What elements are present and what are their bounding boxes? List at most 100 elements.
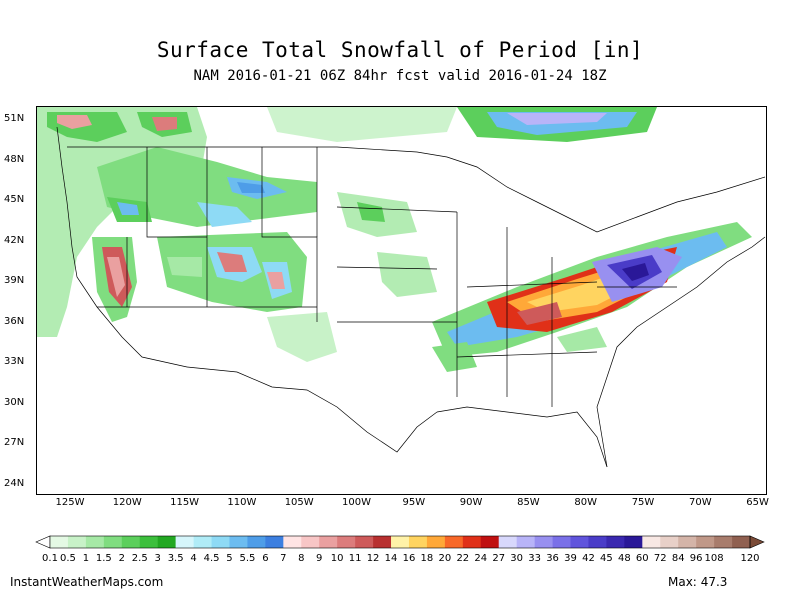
legend-swatch <box>732 536 751 548</box>
legend-swatch <box>139 536 158 548</box>
legend-swatch <box>319 536 338 548</box>
legend-label: 72 <box>653 553 667 564</box>
legend-swatch <box>660 536 679 548</box>
legend-swatch <box>265 536 284 548</box>
lon-tick-label: 115W <box>170 497 200 508</box>
lat-tick-label: 48N <box>4 153 25 165</box>
legend-label: 22 <box>456 553 470 564</box>
lon-tick-label: 65W <box>746 497 769 508</box>
legend-label: 27 <box>492 553 506 564</box>
legend-swatch <box>642 536 661 548</box>
legend-label: 6 <box>262 553 269 564</box>
legend-swatch <box>534 536 553 548</box>
lat-tick-label: 42N <box>4 234 25 246</box>
lat-tick-label: 39N <box>4 275 25 286</box>
legend-label: 42 <box>582 553 595 564</box>
max-label: Max: <box>668 575 697 589</box>
legend-swatch <box>103 536 123 548</box>
legend-label: 9 <box>316 553 323 564</box>
snowfall-shading <box>37 107 752 372</box>
legend-swatch <box>444 536 464 548</box>
legend-label: 2 <box>118 553 125 564</box>
legend-swatch <box>373 536 392 548</box>
lat-tick-label: 36N <box>4 315 25 327</box>
legend-label: 1 <box>82 553 90 564</box>
legend-label: 24 <box>474 553 488 564</box>
legend-label: 8 <box>298 553 305 564</box>
legend-colorbar <box>35 535 765 549</box>
legend-label: 33 <box>528 553 541 564</box>
legend-label: 16 <box>402 553 416 564</box>
legend-swatch <box>121 536 141 548</box>
lat-tick-label: 33N <box>4 356 25 367</box>
legend-swatch <box>247 536 266 548</box>
legend-swatch <box>516 536 535 548</box>
legend-swatch <box>355 536 374 548</box>
legend-swatch <box>462 536 482 548</box>
legend-label: 84 <box>671 553 685 564</box>
lat-tick-label: 45N <box>4 194 25 205</box>
lon-tick-label: 75W <box>631 497 655 508</box>
legend-label: 48 <box>617 553 631 564</box>
legend-swatch <box>175 536 194 548</box>
legend-label: 30 <box>510 553 524 564</box>
legend-label: 45 <box>600 553 613 564</box>
lat-tick-label: 30N <box>4 396 25 408</box>
legend-swatch <box>85 536 105 548</box>
legend-above-arrow <box>749 535 765 549</box>
legend-label: 0.1 <box>42 553 58 564</box>
legend-label: 120 <box>740 553 760 564</box>
lon-tick-label: 100W <box>342 497 371 508</box>
legend-swatch <box>480 536 500 548</box>
legend-outline <box>49 535 751 549</box>
legend-label: 36 <box>546 553 559 564</box>
legend-swatch <box>211 536 230 548</box>
legend-swatch <box>678 536 697 548</box>
legend-swatch <box>391 536 410 548</box>
legend-swatch <box>283 536 302 548</box>
legend-swatch <box>624 536 643 548</box>
legend-swatch <box>714 536 733 548</box>
legend-label: 5.5 <box>239 553 256 564</box>
legend-label: 0.5 <box>59 553 76 564</box>
lon-tick-label: 110W <box>227 497 257 508</box>
lon-tick-label: 80W <box>574 497 597 508</box>
map-boundaries <box>56 126 766 468</box>
lon-tick-label: 105W <box>284 497 314 508</box>
legend-label: 12 <box>366 553 380 564</box>
max-readout: Max: 47.3 <box>668 575 727 589</box>
legend-label: 11 <box>348 553 362 564</box>
legend-swatch <box>696 536 715 548</box>
credit-text: InstantWeatherMaps.com <box>10 575 164 589</box>
lat-tick-label: 24N <box>4 477 25 489</box>
legend-swatch <box>606 536 625 548</box>
lon-tick-label: 70W <box>688 497 712 508</box>
legend-swatch <box>498 536 517 548</box>
legend-swatch <box>337 536 356 548</box>
legend-label: 2.5 <box>131 553 148 564</box>
legend-label: 60 <box>635 553 649 564</box>
lon-tick-label: 125W <box>55 497 85 508</box>
legend-swatch <box>301 536 320 548</box>
map-title: Surface Total Snowfall of Period [in] <box>156 38 644 62</box>
legend-label: 7 <box>280 553 287 564</box>
legend-label: 14 <box>384 553 398 564</box>
lon-tick-label: 85W <box>517 497 540 508</box>
legend-label: 3.5 <box>167 553 184 564</box>
legend-label: 39 <box>564 553 577 564</box>
legend-label: 18 <box>420 553 434 564</box>
legend-label: 4.5 <box>203 553 220 564</box>
lon-tick-label: 120W <box>112 497 142 508</box>
lon-tick-label: 95W <box>402 497 426 508</box>
lat-tick-label: 27N <box>4 437 25 448</box>
map-subtitle: NAM 2016-01-21 06Z 84hr fcst valid 2016-… <box>193 68 607 84</box>
legend-label: 5 <box>226 553 233 564</box>
max-value: 47.3 <box>700 575 728 589</box>
legend-swatch <box>193 536 212 548</box>
legend-label: 4 <box>190 553 197 564</box>
legend-label: 1.5 <box>95 553 112 564</box>
legend-swatch <box>157 536 176 548</box>
legend-label: 10 <box>330 553 344 564</box>
legend-label: 108 <box>704 553 724 564</box>
snowfall-map <box>36 106 767 495</box>
